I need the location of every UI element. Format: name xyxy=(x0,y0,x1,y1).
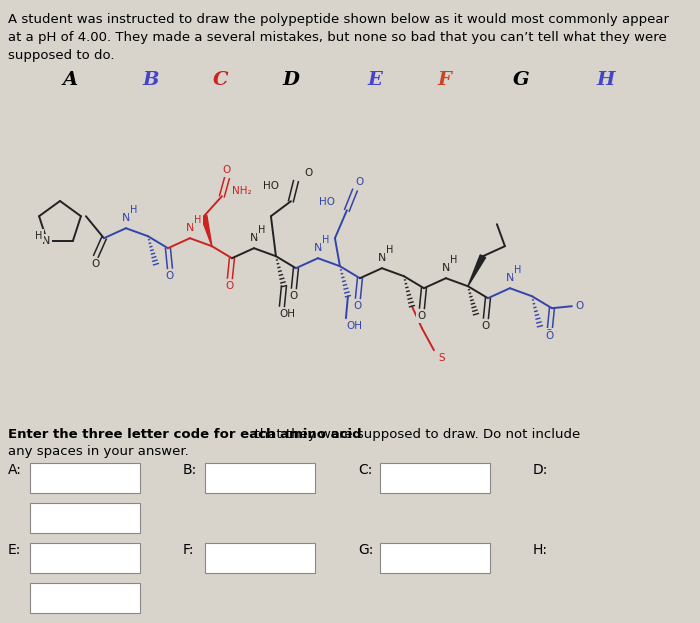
Text: O: O xyxy=(166,271,174,281)
Text: OH: OH xyxy=(346,321,362,331)
Text: H: H xyxy=(36,231,43,241)
Text: O: O xyxy=(223,165,231,175)
FancyBboxPatch shape xyxy=(380,543,490,573)
Text: NH₂: NH₂ xyxy=(232,186,252,196)
Text: A: A xyxy=(62,71,78,88)
Text: G:: G: xyxy=(358,543,373,557)
Text: H: H xyxy=(322,235,330,245)
Text: Enter the three letter code for each amino acid: Enter the three letter code for each ami… xyxy=(8,428,362,441)
Text: B: B xyxy=(142,71,159,88)
Text: N: N xyxy=(186,223,194,233)
Polygon shape xyxy=(201,216,212,246)
Text: G: G xyxy=(513,71,530,88)
Text: C: C xyxy=(213,71,228,88)
Text: H: H xyxy=(194,215,202,225)
Text: S⁻: S⁻ xyxy=(546,329,558,339)
Text: O: O xyxy=(418,312,426,321)
Text: O: O xyxy=(226,281,234,291)
Text: O: O xyxy=(290,291,298,301)
FancyBboxPatch shape xyxy=(30,503,140,533)
Text: H: H xyxy=(130,205,138,215)
Text: N: N xyxy=(122,213,130,223)
Text: HO: HO xyxy=(263,181,279,191)
Text: F: F xyxy=(438,71,452,88)
Text: N: N xyxy=(505,273,514,283)
FancyBboxPatch shape xyxy=(30,583,140,613)
Text: N: N xyxy=(378,253,386,263)
Text: C:: C: xyxy=(358,463,372,477)
Text: E: E xyxy=(367,71,382,88)
Text: O: O xyxy=(576,301,584,312)
Text: H: H xyxy=(596,71,615,88)
Text: H: H xyxy=(258,225,265,235)
Text: D: D xyxy=(282,71,299,88)
Text: HO: HO xyxy=(319,197,335,207)
Text: N: N xyxy=(442,263,450,273)
Text: that they were supposed to draw. Do not include: that they were supposed to draw. Do not … xyxy=(8,428,580,441)
Text: OH: OH xyxy=(279,309,295,319)
Text: O: O xyxy=(304,168,313,178)
Text: H: H xyxy=(450,255,458,265)
Text: A student was instructed to draw the polypeptide shown below as it would most co: A student was instructed to draw the pol… xyxy=(8,13,669,62)
FancyBboxPatch shape xyxy=(205,463,315,493)
Text: B:: B: xyxy=(183,463,197,477)
Text: F:: F: xyxy=(183,543,195,557)
Text: S: S xyxy=(439,353,445,363)
Text: N: N xyxy=(42,235,50,246)
Text: O: O xyxy=(354,301,362,312)
Text: O: O xyxy=(92,259,100,269)
Polygon shape xyxy=(468,255,486,286)
Text: N: N xyxy=(314,243,322,253)
Text: O: O xyxy=(482,321,490,331)
Text: H:: H: xyxy=(533,543,548,557)
FancyBboxPatch shape xyxy=(380,463,490,493)
Text: O: O xyxy=(356,177,364,187)
Text: A:: A: xyxy=(8,463,22,477)
FancyBboxPatch shape xyxy=(205,543,315,573)
Text: H: H xyxy=(514,265,522,275)
Text: E:: E: xyxy=(8,543,22,557)
FancyBboxPatch shape xyxy=(30,543,140,573)
Text: any spaces in your answer.: any spaces in your answer. xyxy=(8,445,189,458)
Text: N: N xyxy=(250,233,258,243)
FancyBboxPatch shape xyxy=(30,463,140,493)
Text: O: O xyxy=(546,331,554,341)
Text: H: H xyxy=(386,245,393,255)
Text: D:: D: xyxy=(533,463,548,477)
